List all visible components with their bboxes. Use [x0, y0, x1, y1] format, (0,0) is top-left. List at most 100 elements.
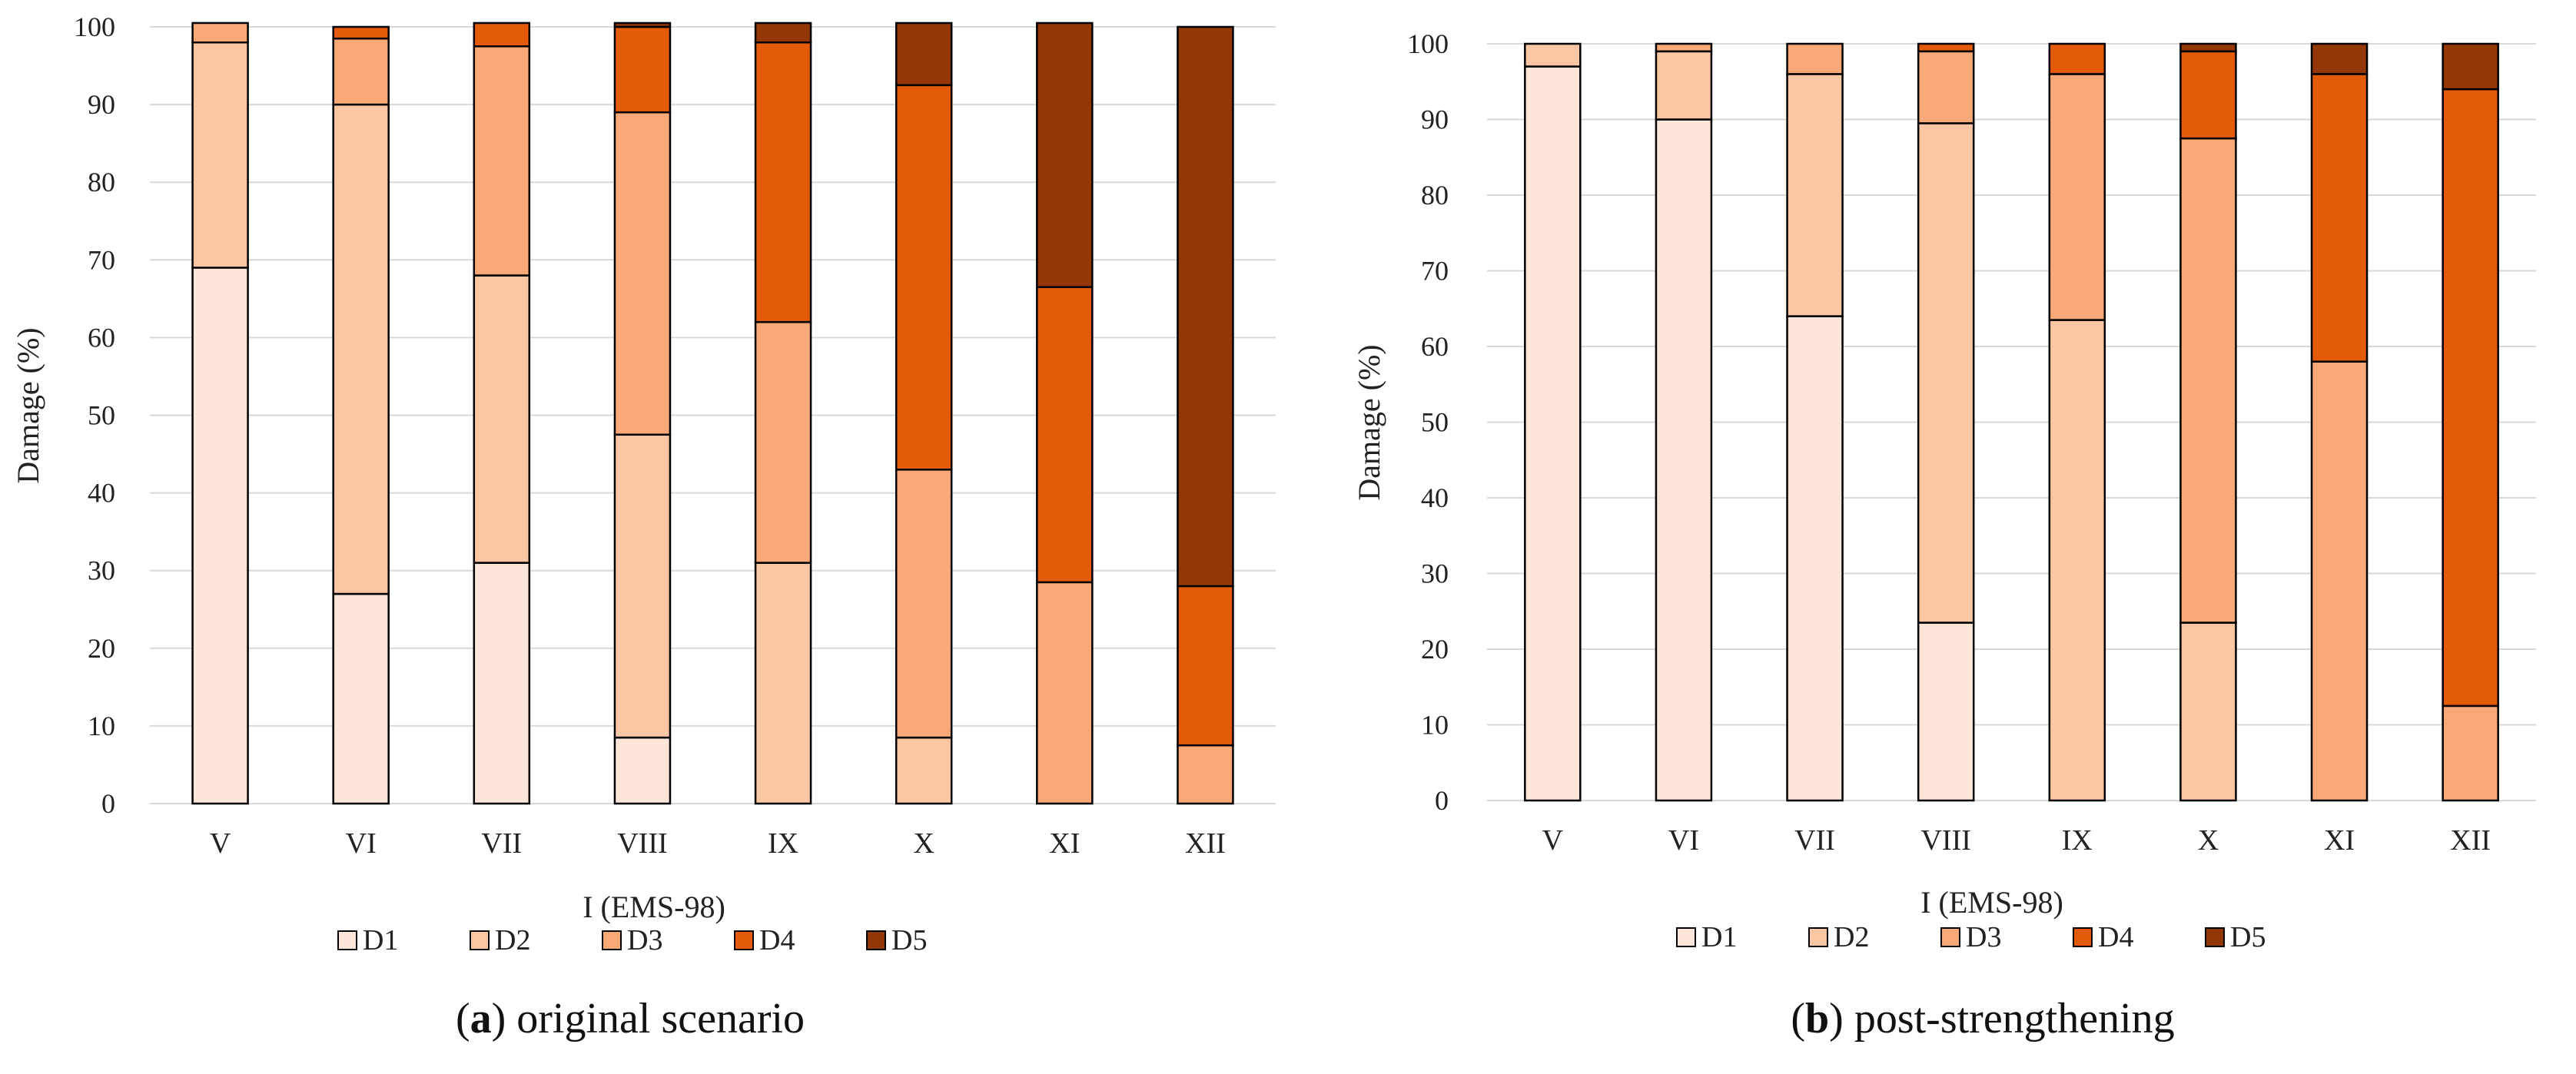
panel-caption: (a) original scenario: [456, 995, 805, 1043]
legend-label: D1: [363, 924, 398, 956]
legend-swatch: [602, 930, 622, 950]
bar-segment-d3: [332, 37, 390, 106]
bar-segment-d4: [2310, 73, 2369, 363]
x-tick-label: VIII: [617, 827, 667, 860]
bar-segment-d2: [2048, 319, 2106, 802]
caption-letter: a: [470, 995, 492, 1043]
chart-panel-b: 0 10 20 30 40 50 60 70 80 90 100 V VI VII VIII IX X XI XI…: [1352, 28, 2536, 1043]
bar-segment-d1: [332, 592, 390, 805]
bar-segment-d3: [754, 320, 812, 564]
bar-segment-d1: [191, 267, 249, 805]
bar-segment-d1: [1917, 622, 1975, 802]
legend-label: D5: [891, 924, 927, 956]
legend-label: D2: [1834, 921, 1869, 953]
caption-text: post-strengthening: [1844, 995, 2175, 1043]
x-tick-label: XI: [1049, 827, 1080, 860]
x-tick-label: VIII: [1920, 824, 1970, 857]
caption-text: original scenario: [506, 995, 805, 1043]
y-tick-label: 10: [1421, 710, 1449, 741]
y-tick-label: 90: [1421, 104, 1449, 135]
x-tick-label: VI: [346, 827, 377, 860]
x-tick-label: XII: [1185, 827, 1226, 860]
bar-segment-d3: [191, 22, 249, 44]
legend-swatch: [866, 930, 886, 950]
y-tick-label: 0: [1435, 785, 1449, 816]
legend-label: D5: [2230, 921, 2266, 953]
legend-swatch: [734, 930, 754, 950]
x-axis-title: I (EMS-98): [1920, 885, 2063, 920]
bar-segment-d4: [473, 22, 531, 48]
bar-segment-d3: [1786, 42, 1844, 75]
bar-segment-d3: [2048, 73, 2106, 321]
bar-segment-d1: [1655, 118, 1713, 802]
y-tick-label: 100: [74, 12, 115, 42]
y-tick-label: 60: [1421, 331, 1449, 362]
bar-segment-d4: [1917, 42, 1975, 53]
bar-segment-d2: [473, 274, 531, 564]
legend-label: D4: [759, 924, 795, 956]
bar-segment-d1: [473, 562, 531, 805]
bar-segment-d4: [332, 25, 390, 40]
y-tick-label: 80: [88, 167, 115, 197]
bar-segment-d5: [1036, 22, 1094, 288]
bar-segment-d2: [895, 736, 953, 805]
chart-panel-a: 0 10 20 30 40 50 60 70 80 90 100 V VI VII VIII IX X XI XI…: [11, 12, 1276, 1043]
x-tick-label: V: [1542, 824, 1564, 857]
x-tick-label: IX: [2062, 824, 2093, 857]
legend-swatch: [337, 930, 357, 950]
y-tick-label: 40: [1421, 482, 1449, 513]
legend-swatch: [2073, 927, 2093, 947]
legend-label: D2: [495, 924, 530, 956]
x-tick-label: X: [2198, 824, 2219, 857]
bar-segment-d4: [2048, 42, 2106, 75]
x-tick-label: X: [913, 827, 934, 860]
bar-segment-d3: [613, 111, 672, 436]
x-tick-label: XI: [2324, 824, 2355, 857]
y-tick-label: 0: [101, 788, 115, 819]
bar-segment-d2: [1655, 50, 1713, 121]
legend-swatch: [470, 930, 490, 950]
y-axis-title: Damage (%): [1352, 344, 1386, 500]
bar-segment-d5: [754, 22, 812, 44]
bar-segment-d3: [2310, 360, 2369, 802]
bar-segment-d2: [754, 562, 812, 805]
x-axis-title: I (EMS-98): [583, 890, 725, 924]
y-tick-label: 50: [88, 400, 115, 431]
bar-segment-d5: [2442, 42, 2499, 91]
x-tick-label: VII: [1794, 824, 1835, 857]
bar-segment-d4: [895, 84, 953, 471]
bar-segment-d3: [2442, 704, 2499, 802]
legend-swatch: [2205, 927, 2225, 947]
legend-swatch: [1676, 927, 1696, 947]
bar-segment-d4: [754, 41, 812, 323]
bar-segment-d3: [1036, 581, 1094, 805]
y-tick-label: 60: [88, 322, 115, 353]
y-tick-label: 50: [1421, 407, 1449, 438]
x-tick-label: V: [210, 827, 231, 860]
legend-label: D4: [2098, 921, 2133, 953]
bar-segment-d4: [1036, 286, 1094, 584]
bar-segment-d2: [1786, 73, 1844, 317]
y-tick-label: 80: [1421, 180, 1449, 210]
legend-swatch: [1808, 927, 1828, 947]
bar-segment-d2: [1524, 42, 1582, 68]
y-tick-label: 30: [1421, 559, 1449, 589]
bar-segment-d2: [1917, 122, 1975, 624]
x-tick-label: VI: [1668, 824, 1699, 857]
y-tick-label: 20: [1421, 634, 1449, 665]
legend-label: D1: [1701, 921, 1737, 953]
bar-segment-d4: [1177, 585, 1234, 747]
bar-segment-d5: [613, 22, 672, 28]
bar-segment-d2: [332, 103, 390, 595]
bar-segment-d2: [613, 433, 672, 739]
bar-segment-d3: [895, 469, 953, 739]
y-tick-label: 30: [88, 555, 115, 586]
bar-segment-d5: [1177, 25, 1234, 588]
bar-segment-d4: [2442, 88, 2499, 708]
bar-segment-d4: [2179, 50, 2237, 140]
bar-segment-d5: [895, 22, 953, 87]
bar-segment-d3: [1177, 744, 1234, 805]
y-tick-label: 10: [88, 711, 115, 741]
bar-segment-d3: [1917, 50, 1975, 124]
